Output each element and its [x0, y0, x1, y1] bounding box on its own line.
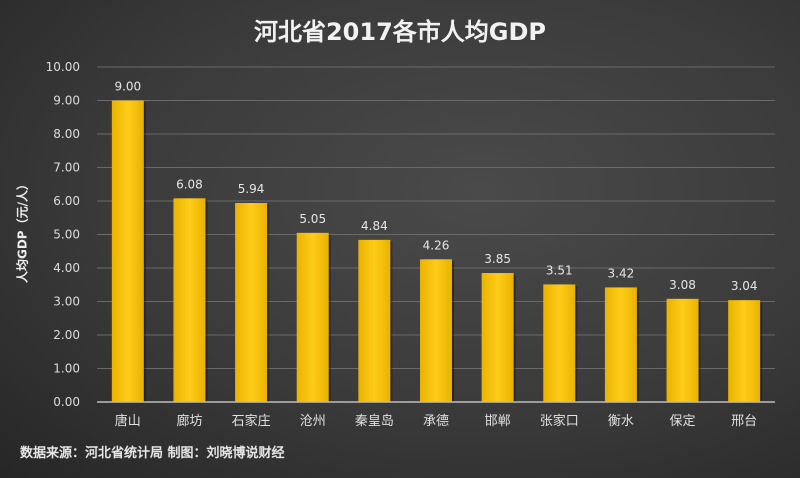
y-tick-label: 5.00 — [53, 228, 80, 242]
data-label: 3.08 — [669, 278, 696, 292]
data-label: 9.00 — [114, 80, 141, 94]
y-tick-label: 7.00 — [53, 161, 80, 175]
bar — [481, 273, 514, 402]
y-tick-label: 2.00 — [53, 328, 80, 342]
x-tick-label: 邢台 — [731, 414, 757, 429]
data-label: 6.08 — [176, 177, 203, 191]
y-tick-label: 1.00 — [53, 362, 80, 376]
x-tick-label: 衡水 — [608, 414, 634, 429]
data-label: 5.94 — [238, 182, 265, 196]
bar — [173, 198, 206, 402]
x-tick-label: 廊坊 — [176, 413, 202, 429]
data-label: 3.42 — [608, 266, 635, 280]
y-tick-label: 4.00 — [53, 261, 80, 275]
bar — [235, 203, 268, 402]
bar — [728, 300, 761, 402]
chart-title: 河北省2017各市人均GDP — [253, 18, 546, 46]
data-label: 3.51 — [546, 263, 573, 277]
bar — [604, 287, 637, 402]
y-tick-label: 3.00 — [53, 295, 80, 309]
bar — [296, 232, 329, 402]
data-label: 5.05 — [299, 212, 326, 226]
x-tick-label: 邯郸 — [485, 414, 511, 429]
y-tick-label: 0.00 — [53, 395, 80, 409]
bar — [666, 298, 699, 402]
bar — [111, 100, 144, 402]
data-label: 3.04 — [731, 279, 758, 293]
bar — [358, 239, 391, 402]
x-tick-label: 唐山 — [115, 413, 141, 429]
x-tick-label: 秦皇岛 — [355, 413, 394, 429]
x-tick-label: 承德 — [423, 414, 449, 429]
bar — [543, 284, 576, 402]
y-tick-label: 10.00 — [46, 60, 80, 74]
bar — [420, 259, 452, 402]
x-tick-label: 沧州 — [300, 413, 326, 429]
data-label: 4.84 — [361, 219, 388, 233]
x-tick-label: 保定 — [670, 414, 696, 429]
y-tick-label: 6.00 — [53, 194, 80, 208]
y-tick-label: 9.00 — [53, 94, 80, 108]
x-tick-label: 张家口 — [540, 413, 579, 429]
y-tick-label: 8.00 — [53, 127, 80, 141]
data-label: 4.26 — [423, 238, 450, 252]
x-tick-label: 石家庄 — [232, 413, 271, 429]
source-note: 数据来源：河北省统计局 制图：刘晓博说财经 — [20, 446, 285, 461]
data-label: 3.85 — [484, 252, 511, 266]
